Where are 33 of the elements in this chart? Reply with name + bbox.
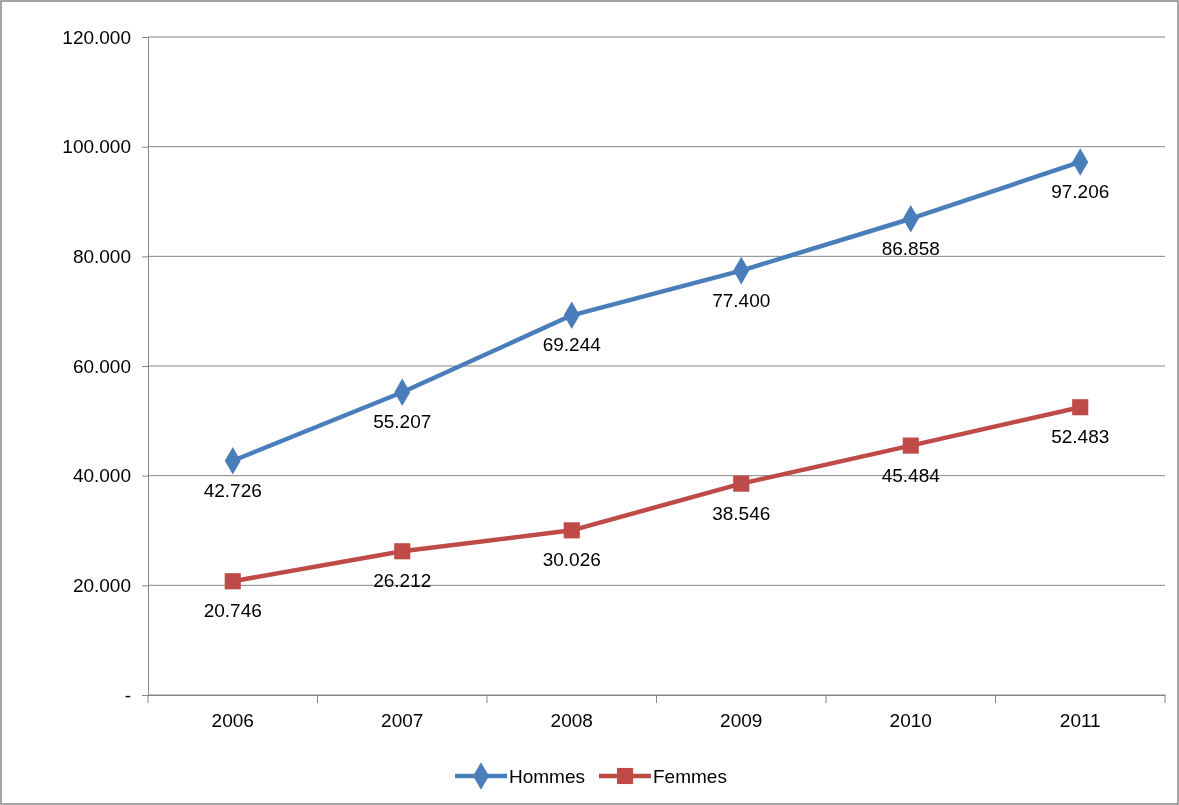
data-label: 97.206 — [1051, 180, 1110, 202]
y-tick-label: 120.000 — [62, 26, 131, 48]
point — [1072, 399, 1089, 416]
data-label: 52.483 — [1051, 426, 1110, 448]
x-tick-label: 2009 — [720, 709, 763, 731]
x-tick-label: 2011 — [1059, 709, 1101, 731]
y-tick-label: 20.000 — [72, 574, 131, 596]
data-label: 42.726 — [203, 479, 262, 501]
data-label: 86.858 — [881, 237, 940, 259]
point — [224, 573, 241, 590]
data-label: 69.244 — [542, 334, 602, 356]
data-label: 38.546 — [712, 502, 771, 524]
data-label: 77.400 — [712, 289, 771, 311]
point — [902, 437, 919, 454]
legend-label: Hommes — [509, 766, 586, 787]
y-tick-label: - — [124, 684, 131, 706]
x-tick-label: 2006 — [211, 709, 254, 731]
legend-label: Femmes — [653, 766, 727, 787]
y-tick-label: 40.000 — [72, 465, 131, 487]
y-tick-label: 80.000 — [72, 245, 131, 267]
point — [733, 475, 750, 492]
y-tick-label: 100.000 — [62, 136, 131, 158]
x-tick-label: 2007 — [381, 709, 424, 731]
x-tick-label: 2008 — [550, 709, 593, 731]
data-label: 20.746 — [203, 600, 262, 622]
data-label: 26.212 — [373, 570, 432, 592]
y-tick-label: 60.000 — [72, 355, 131, 377]
data-label: 45.484 — [881, 464, 941, 486]
point — [563, 522, 580, 539]
data-label: 30.026 — [542, 549, 601, 571]
data-label: 55.207 — [373, 411, 432, 433]
point — [394, 543, 411, 560]
x-tick-label: 2010 — [889, 709, 932, 731]
